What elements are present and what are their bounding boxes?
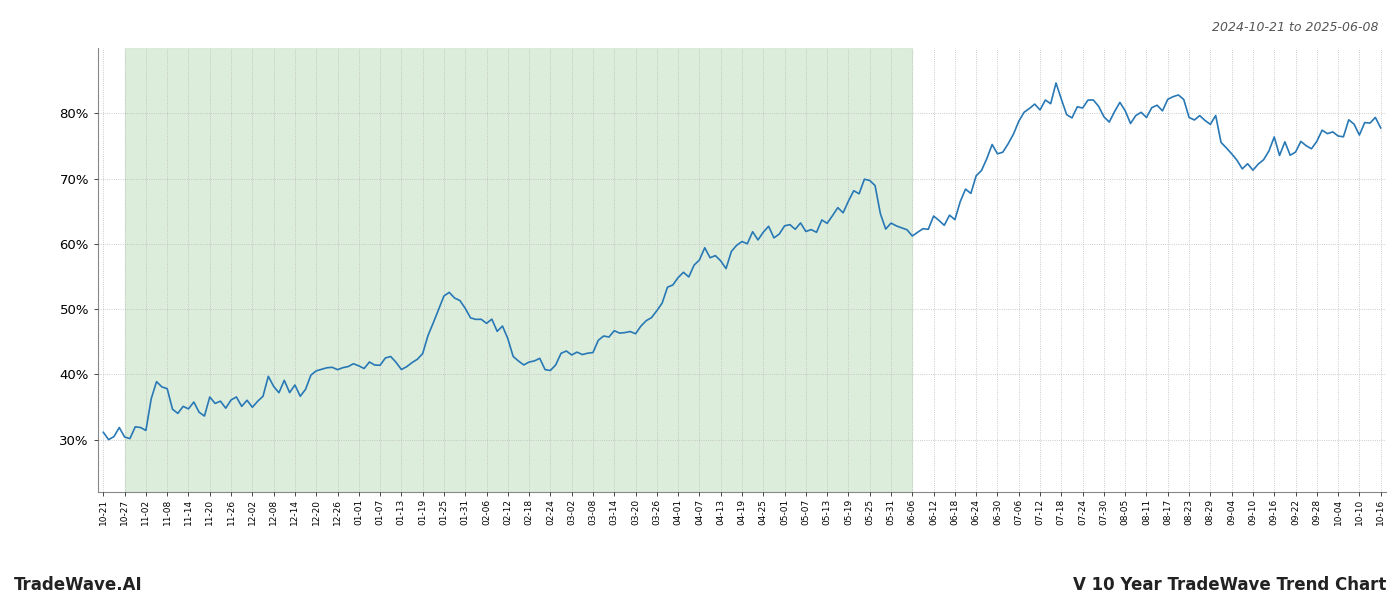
Bar [125, 48, 913, 492]
Text: TradeWave.AI: TradeWave.AI [14, 576, 143, 594]
Text: 2024-10-21 to 2025-06-08: 2024-10-21 to 2025-06-08 [1212, 21, 1379, 34]
Text: V 10 Year TradeWave Trend Chart: V 10 Year TradeWave Trend Chart [1072, 576, 1386, 594]
